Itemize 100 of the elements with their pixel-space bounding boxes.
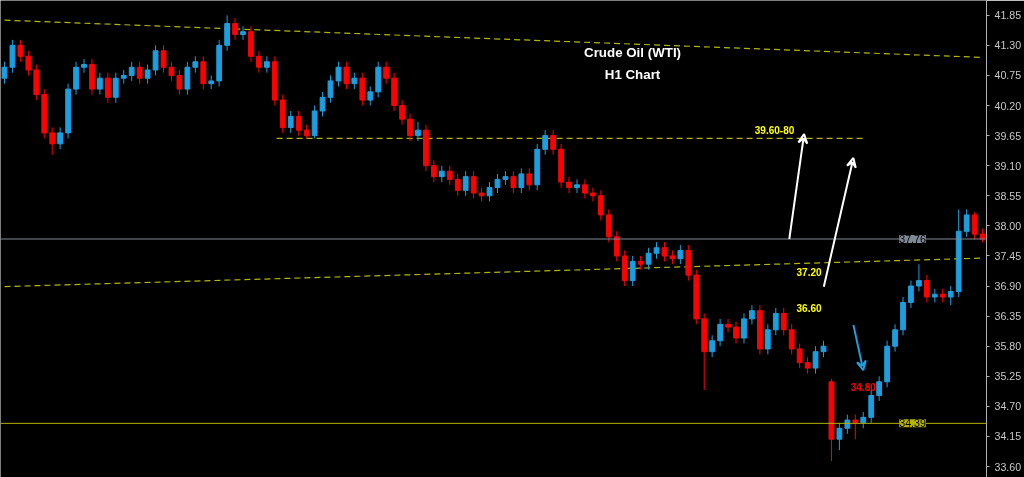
ref-line-label: 34.39 (899, 417, 926, 430)
candlestick (17, 39, 24, 63)
candlestick (876, 375, 883, 402)
y-tick-label: 34.15 (994, 430, 1022, 443)
candlestick (367, 85, 374, 107)
candlestick (733, 321, 739, 344)
y-tick-label: 39.10 (994, 159, 1022, 172)
candlestick (605, 208, 612, 243)
candlestick (916, 263, 922, 293)
y-tick-label: 40.20 (994, 99, 1022, 112)
annotation: 36.60 (796, 303, 822, 315)
candlestick (629, 255, 636, 287)
candlestick (224, 14, 231, 52)
candlestick (232, 17, 238, 41)
ref-line-label: 37.76 (899, 233, 926, 245)
candlestick (407, 113, 413, 142)
candlestick (160, 44, 167, 74)
y-tick-label: 40.75 (994, 69, 1022, 82)
candlestick (892, 323, 898, 353)
candlestick (430, 159, 437, 183)
candlestick (526, 167, 533, 191)
candlestick (844, 414, 851, 435)
candlestick (152, 44, 159, 76)
candlestick (470, 170, 477, 200)
candlestick (677, 244, 684, 265)
text: H1 Chart (604, 66, 661, 82)
candlestick (446, 165, 453, 186)
candlestick (81, 58, 87, 74)
y-tick-label: 36.35 (994, 310, 1022, 323)
y-tick-label: 34.70 (994, 400, 1022, 413)
y-tick-label: 38.55 (994, 189, 1022, 202)
candlestick (566, 176, 572, 194)
candlestick (542, 129, 549, 156)
candlestick (661, 241, 668, 262)
candlestick (415, 121, 421, 142)
y-tick-label: 35.25 (994, 370, 1022, 383)
candlestick (112, 72, 119, 104)
candlestick (144, 64, 151, 85)
candlestick (590, 187, 596, 202)
y-tick-label: 41.85 (994, 9, 1022, 22)
candlestick (749, 304, 755, 325)
candlestick (263, 55, 270, 74)
candlestick (788, 323, 795, 355)
candlestick (383, 61, 390, 85)
candlestick (104, 72, 111, 104)
candlestick (772, 307, 779, 336)
y-tick-label: 41.30 (994, 39, 1022, 52)
candlestick (9, 39, 16, 74)
y-tick-label: 35.80 (994, 340, 1022, 353)
candlestick (184, 61, 191, 96)
candlestick (136, 61, 143, 85)
candlestick (399, 99, 405, 126)
candlestick (741, 312, 747, 344)
candlestick (908, 280, 914, 309)
candlestick (510, 170, 517, 194)
candlestick (947, 285, 954, 306)
candlestick (335, 61, 342, 87)
candlestick (764, 323, 771, 355)
candlestick (319, 91, 326, 117)
candlestick (57, 126, 64, 150)
candlestick (343, 61, 350, 90)
candlestick (852, 414, 859, 440)
candlestick (1, 61, 8, 85)
annotation: 37.20 (796, 267, 822, 279)
candlestick (494, 173, 501, 194)
y-tick-label: 37.45 (994, 249, 1022, 262)
y-tick-label: 36.90 (994, 280, 1022, 293)
candlestick (97, 72, 103, 96)
candlestick (796, 342, 803, 369)
candlestick (518, 167, 525, 194)
y-tick-label: 38.00 (994, 219, 1022, 232)
y-tick-label: 33.60 (994, 460, 1022, 473)
candlestick (49, 126, 56, 156)
candlestick (287, 110, 294, 134)
candlestick (200, 55, 207, 90)
candlestick (128, 61, 135, 82)
candlestick (462, 170, 469, 197)
candlestick (963, 208, 970, 238)
candlestick (359, 72, 366, 107)
candlestick (454, 173, 461, 197)
candlestick (550, 129, 557, 156)
candlestick (168, 61, 175, 82)
candlestick (582, 178, 588, 200)
candlestick (574, 178, 580, 194)
candlestick (597, 189, 604, 221)
candlestick (780, 307, 787, 336)
candlestick (725, 318, 731, 334)
candlestick (613, 230, 620, 262)
candlestick (836, 422, 843, 451)
candlestick (25, 50, 32, 76)
candlestick (176, 69, 183, 96)
candlestick (709, 334, 716, 358)
candlestick (73, 61, 79, 96)
y-tick-label: 39.65 (994, 129, 1022, 142)
candlestick (923, 274, 930, 303)
candlestick (971, 211, 978, 241)
candlestick (295, 110, 302, 137)
candlestick (486, 181, 493, 202)
annotation: 34.80 (850, 381, 877, 393)
candlestick (717, 318, 724, 347)
